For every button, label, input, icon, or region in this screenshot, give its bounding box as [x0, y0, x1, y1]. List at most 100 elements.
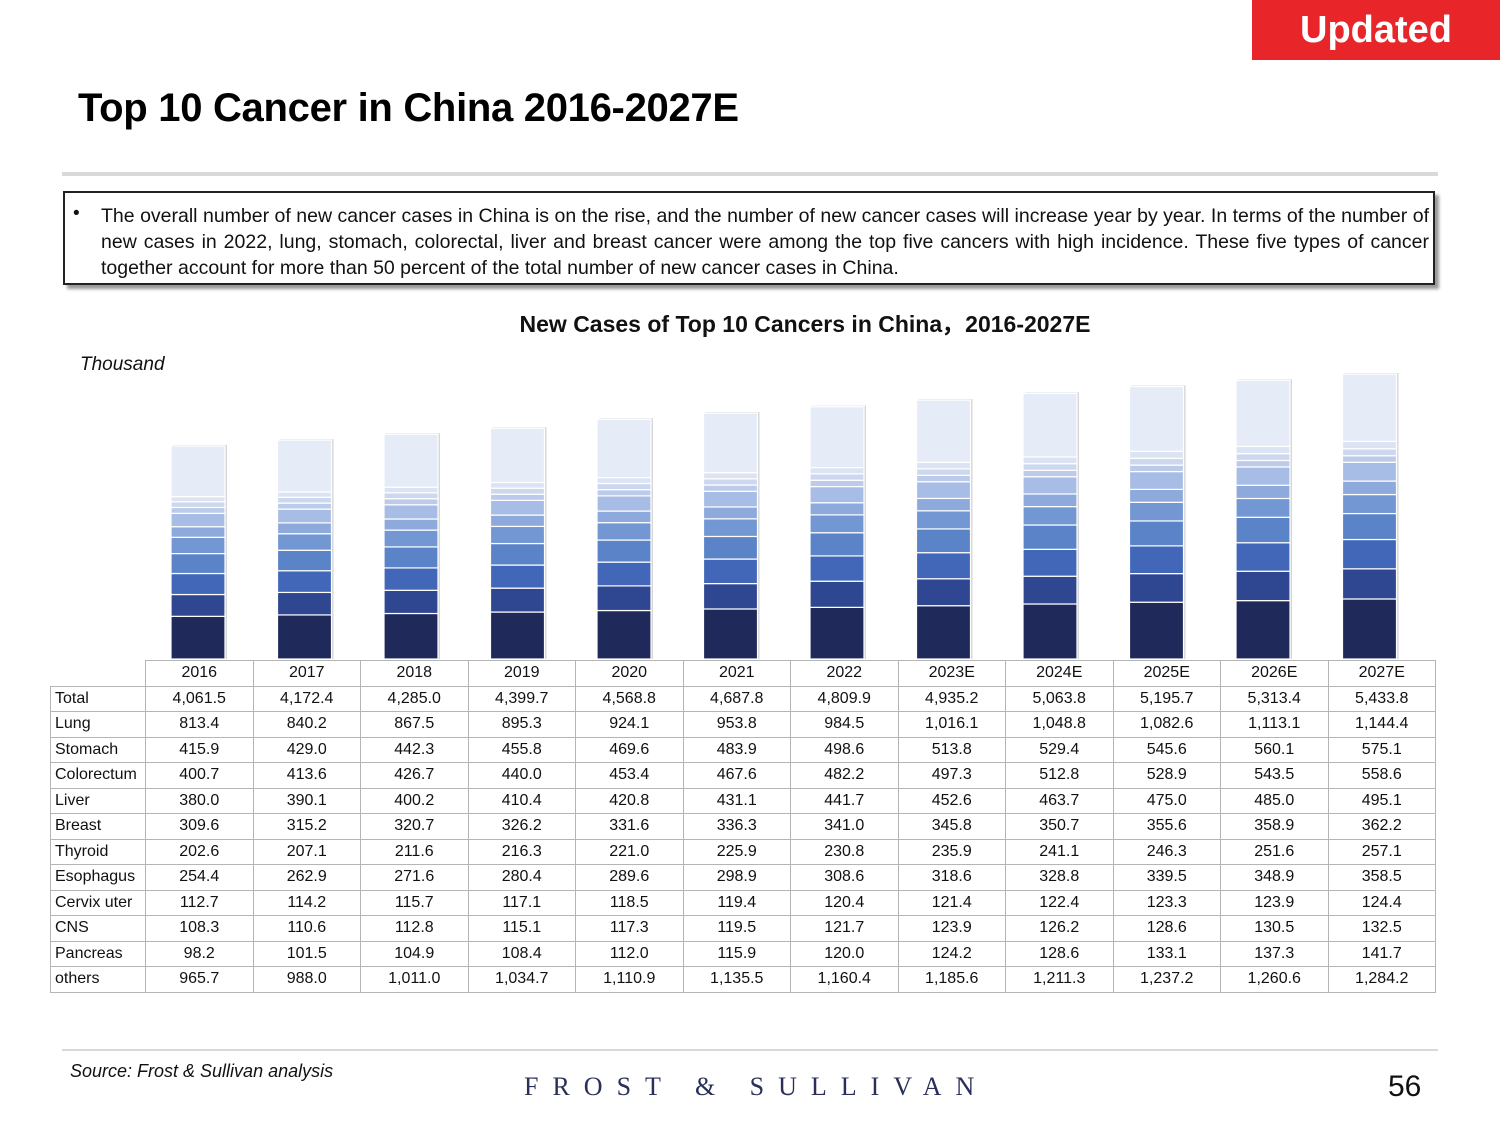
bar-segment-thyroid-2018	[383, 518, 439, 531]
table-header-2023e: 2023E	[897, 660, 1006, 687]
table-cell: 1,144.4	[1327, 711, 1436, 738]
table-cell: 207.1	[252, 838, 361, 865]
bar-segment-others-2022	[809, 406, 865, 469]
bar-segment-stomach-2020	[596, 585, 652, 612]
bar-segment-cns-2027e	[1341, 448, 1398, 457]
table-cell: 1,185.6	[897, 966, 1006, 993]
table-cell: 280.4	[467, 864, 576, 891]
bullet-icon: •	[73, 203, 80, 224]
table-cell: 528.9	[1112, 762, 1221, 789]
bar-segment-cervix-uter-2023e	[915, 474, 972, 483]
table-row-label: Total	[50, 685, 146, 712]
bar-segment-liver-2024e	[1022, 524, 1078, 550]
y-axis-unit-label: Thousand	[80, 354, 165, 375]
table-cell: 362.2	[1327, 813, 1436, 840]
table-row-label: Lung	[50, 711, 146, 738]
table-cell: 123.3	[1112, 889, 1221, 916]
bar-segment-breast-2025e	[1128, 501, 1185, 522]
bar-segment-lung-2017	[276, 614, 333, 660]
source-note: Source: Frost & Sullivan analysis	[70, 1061, 334, 1081]
table-cell: 529.4	[1005, 736, 1114, 763]
table-cell: 452.6	[897, 787, 1006, 814]
bar-segment-cns-2024e	[1022, 463, 1078, 471]
table-cell: 122.4	[1005, 889, 1114, 916]
bar-segment-pancreas-2016	[170, 496, 226, 503]
table-cell: 117.3	[575, 915, 684, 942]
table-row-label: Stomach	[50, 736, 146, 763]
bar-segment-liver-2016	[170, 552, 226, 575]
bar-segment-lung-2026e	[1235, 600, 1291, 660]
table-header-2024e: 2024E	[1005, 660, 1114, 687]
table-row-label: Cervix uter	[50, 889, 146, 916]
table-cell: 358.9	[1220, 813, 1329, 840]
table-cell: 442.3	[360, 736, 469, 763]
bar-segment-esophagus-2017	[276, 508, 333, 524]
table-cell: 254.4	[145, 864, 254, 891]
table-cell: 123.9	[1220, 889, 1329, 916]
bar-segment-stomach-2023e	[915, 578, 972, 607]
bar-segment-pancreas-2018	[383, 486, 439, 494]
table-cell: 202.6	[145, 838, 254, 865]
table-cell: 141.7	[1327, 940, 1436, 967]
table-cell: 108.3	[145, 915, 254, 942]
bar-segment-others-2023e	[915, 399, 972, 463]
table-row-label: Pancreas	[50, 940, 146, 967]
table-cell: 120.4	[790, 889, 899, 916]
table-row: Lung 813.4 840.2 867.5 895.3 924.1 953.8 984.5 1…	[50, 711, 1436, 738]
table-cell: 475.0	[1112, 787, 1221, 814]
bar-segment-pancreas-2026e	[1235, 445, 1291, 455]
bar-segment-lung-2027e	[1341, 598, 1398, 660]
table-cell: 4,172.4	[252, 685, 361, 712]
bar-segment-colorectum-2018	[383, 567, 439, 591]
bar-segment-cervix-uter-2026e	[1235, 459, 1291, 468]
table-cell: 112.8	[360, 915, 469, 942]
table-cell: 5,433.8	[1327, 685, 1436, 712]
bar-segment-pancreas-2019	[489, 481, 546, 489]
bar-segment-thyroid-2017	[276, 522, 333, 535]
title-divider	[62, 172, 1438, 176]
table-cell: 429.0	[252, 736, 361, 763]
table-cell: 984.5	[790, 711, 899, 738]
table-cell: 271.6	[360, 864, 469, 891]
bar-segment-cervix-uter-2025e	[1128, 464, 1185, 473]
table-header-2017: 2017	[252, 660, 361, 687]
table-cell: 98.2	[145, 940, 254, 967]
bar-segment-lung-2019	[489, 611, 546, 660]
table-cell: 4,935.2	[897, 685, 1006, 712]
table-cell: 426.7	[360, 762, 469, 789]
bar-segment-pancreas-2025e	[1128, 450, 1185, 459]
bar-segment-liver-2018	[383, 546, 439, 569]
table-cell: 495.1	[1327, 787, 1436, 814]
table-cell: 1,034.7	[467, 966, 576, 993]
table-row: Thyroid 202.6 207.1 211.6 216.3 221.0 225.9 230…	[50, 838, 1436, 865]
bar-segment-breast-2019	[489, 525, 546, 545]
bar-segment-others-2020	[596, 418, 652, 479]
bar-segment-others-2025e	[1128, 385, 1185, 452]
table-cell: 4,399.7	[467, 685, 576, 712]
bar-segment-cns-2020	[596, 482, 652, 491]
bar-segment-stomach-2021	[702, 582, 759, 610]
table-cell: 128.6	[1112, 915, 1221, 942]
table-cell: 485.0	[1220, 787, 1329, 814]
table-cell: 560.1	[1220, 736, 1329, 763]
table-cell: 415.9	[145, 736, 254, 763]
bar-segment-pancreas-2017	[276, 491, 333, 498]
bar-segment-stomach-2019	[489, 587, 546, 613]
summary-text: The overall number of new cancer cases i…	[101, 205, 1429, 279]
bar-segment-stomach-2016	[170, 593, 226, 617]
bar-segment-liver-2027e	[1341, 512, 1398, 541]
bar-segment-pancreas-2021	[702, 472, 759, 480]
table-header-2016: 2016	[145, 660, 254, 687]
bar-segment-others-2026e	[1235, 379, 1291, 448]
bar-segment-cervix-uter-2018	[383, 498, 439, 506]
bar-segment-thyroid-2025e	[1128, 488, 1185, 503]
bar-segment-thyroid-2019	[489, 514, 546, 528]
table-cell: 413.6	[252, 762, 361, 789]
table-cell: 895.3	[467, 711, 576, 738]
table-cell: 965.7	[145, 966, 254, 993]
bar-segment-breast-2024e	[1022, 506, 1078, 526]
bar-segment-cervix-uter-2019	[489, 493, 546, 501]
table-cell: 840.2	[252, 711, 361, 738]
table-cell: 124.2	[897, 940, 1006, 967]
bar-segment-breast-2027e	[1341, 493, 1398, 515]
